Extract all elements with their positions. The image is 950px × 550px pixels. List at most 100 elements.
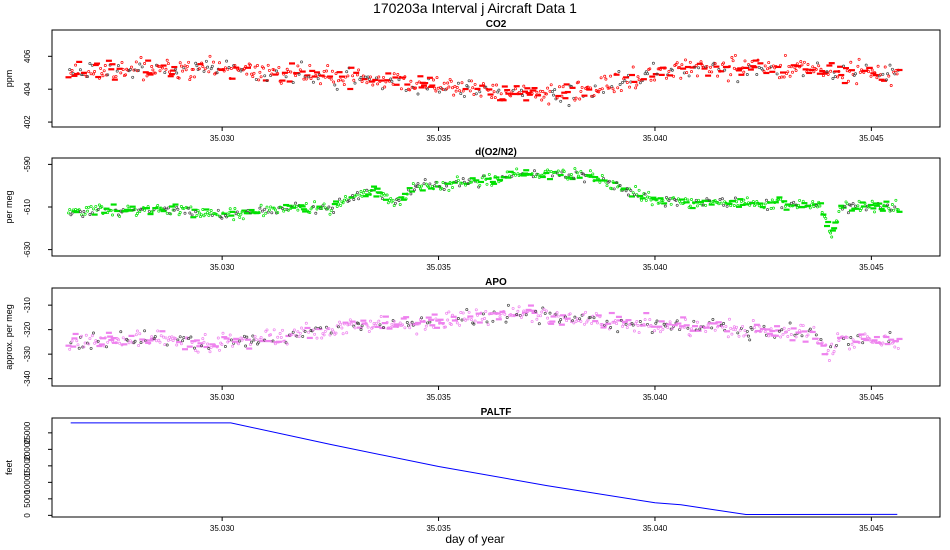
data-point [670,68,674,72]
data-point [453,84,457,88]
data-point [542,95,546,99]
data-point [332,330,336,334]
data-point [383,193,387,197]
data-point [692,319,696,323]
panel-title: APO [485,277,507,288]
plot-frame [51,29,941,128]
data-point [478,183,482,187]
y-tick-label: 15000 [23,454,32,477]
data-point [798,198,802,202]
data-point [102,69,106,73]
data-point [364,75,368,79]
data-point [534,174,538,178]
data-point [748,338,752,342]
x-tick-label: 35.040 [643,393,668,402]
data-point [718,198,722,201]
data-point [705,65,709,68]
data-point [426,321,429,325]
data-point [573,315,577,319]
data-point [263,207,267,211]
data-point [379,194,383,198]
data-point [83,212,87,216]
data-point [508,174,512,178]
data-point [679,201,683,205]
data-point [598,180,602,184]
data-point [635,83,639,87]
data-point [579,319,583,323]
data-point [377,75,381,79]
data-point [311,80,315,84]
data-point [869,74,873,78]
data-point [648,67,652,71]
data-point [106,340,110,344]
data-point [725,204,729,208]
x-tick-label: 35.040 [643,524,668,533]
data-point [599,76,603,80]
data-point [536,172,540,176]
data-point [166,206,170,210]
data-point [446,318,450,322]
data-point [357,197,361,201]
data-point [175,71,179,75]
data-point [333,83,337,87]
data-point [458,184,462,188]
data-point [675,203,679,207]
data-point [667,70,671,73]
data-point [396,73,400,76]
data-point [187,206,191,210]
data-point [588,86,592,90]
data-point [153,71,157,75]
data-point [619,318,623,322]
data-point [329,331,333,335]
data-point [876,64,880,68]
data-point [680,63,684,67]
data-point [618,184,622,187]
data-point [377,319,381,323]
data-point [685,71,689,75]
data-point [119,71,123,75]
data-point [296,330,300,334]
data-point [896,346,900,350]
data-point [732,204,736,207]
data-point [695,320,699,324]
data-point [717,202,721,206]
data-point [237,213,240,216]
data-point [166,338,170,342]
data-point [238,215,242,219]
data-point [335,205,339,208]
data-point [621,80,624,84]
data-point [216,336,220,340]
data-point [163,71,167,75]
data-point [69,71,73,75]
data-point [632,193,636,197]
y-tick-label: 5000 [23,489,32,507]
data-point [800,334,804,338]
data-point [403,75,407,79]
data-point [138,332,142,336]
data-point [81,345,85,349]
data-point [466,182,470,186]
data-point [96,339,100,343]
data-point [801,74,805,78]
data-point [314,73,318,77]
data-point [336,202,340,206]
data-point [353,81,357,85]
data-point [559,318,563,322]
data-point [276,211,280,215]
data-point [320,336,324,340]
data-point [165,58,169,62]
data-point [662,66,666,70]
data-point [80,334,84,338]
data-point [647,190,651,194]
data-point [449,323,453,326]
data-point [248,63,252,67]
data-point [382,326,385,329]
data-point [86,209,89,213]
data-point [789,201,793,205]
data-point [511,88,515,92]
data-point [632,329,636,333]
data-point [128,68,132,72]
data-point [722,322,726,325]
data-point [353,326,357,330]
data-point [386,201,390,205]
